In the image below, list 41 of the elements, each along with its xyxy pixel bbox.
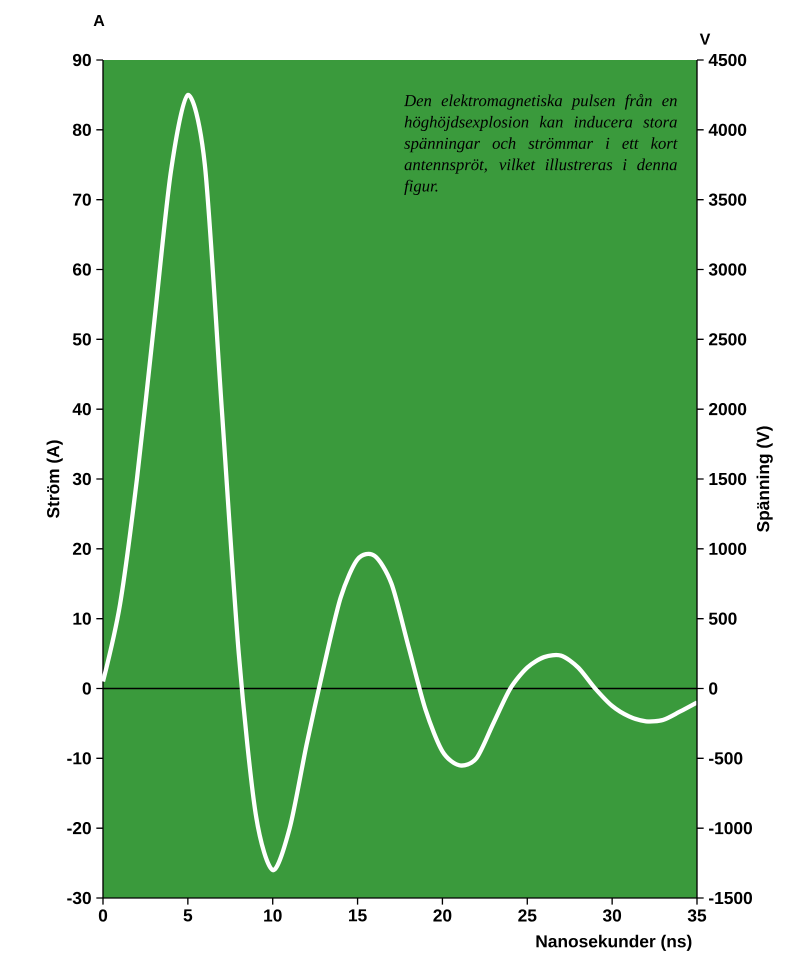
annotation: Den elektromagnetiska pulsen från en höghöjdsexplosion kan inducera stora spänningar och strömmar i ett kort antennspröt, vilket illustreras i denna figur. [404,94,678,195]
y2-tick-label: 2500 [708,333,746,346]
y2-tick-label: -1500 [709,892,752,904]
y2-tick-label: 4000 [708,124,746,136]
x-tick-label: 5 [184,909,192,922]
y2-tick-label: 2000 [708,403,746,416]
x-tick-label: 25 [518,909,536,922]
x-tick-label: 20 [433,909,452,922]
x-axis-title: Nanosekunder (ns) [536,934,692,951]
y2-tick-label: 0 [709,682,718,695]
y2-tick-label: 1500 [709,472,746,486]
y2-tick-label: 500 [708,612,737,625]
y2-axis-title: Spänning (V) [756,426,773,532]
y2-tick-label: 3500 [708,194,746,206]
y-axis-title: Ström (A) [46,440,63,518]
y-tick-label: -10 [67,752,91,764]
y-tick-label: 0 [82,682,91,695]
x-tick-label: 10 [264,909,282,922]
y2-tick-label: 3000 [708,263,746,276]
y2-tick-label: -500 [709,752,742,764]
y-tick-label: 80 [72,124,91,136]
y-tick-label: 10 [73,612,91,625]
x-tick-label: 15 [349,909,367,922]
text: V [700,34,710,45]
x-tick-label: 0 [98,909,108,922]
y-tick-label: 40 [72,403,91,416]
x-tick-label: 30 [602,909,622,922]
x-tick-label: 35 [688,909,706,922]
y-tick-label: 90 [72,54,91,66]
y2-tick-label: 4500 [708,54,746,66]
text: A [94,14,104,26]
y-tick-label: 30 [72,472,91,486]
y-tick-label: 50 [72,333,91,346]
y2-tick-label: 1000 [709,542,746,555]
y-tick-label: 20 [72,542,91,555]
y-tick-label: 60 [72,263,91,276]
y2-tick-label: -1000 [709,822,752,834]
y-tick-label: -20 [67,822,91,834]
y-tick-label: -30 [67,892,91,904]
y-tick-label: 70 [73,194,91,206]
line-series [100,92,700,872]
